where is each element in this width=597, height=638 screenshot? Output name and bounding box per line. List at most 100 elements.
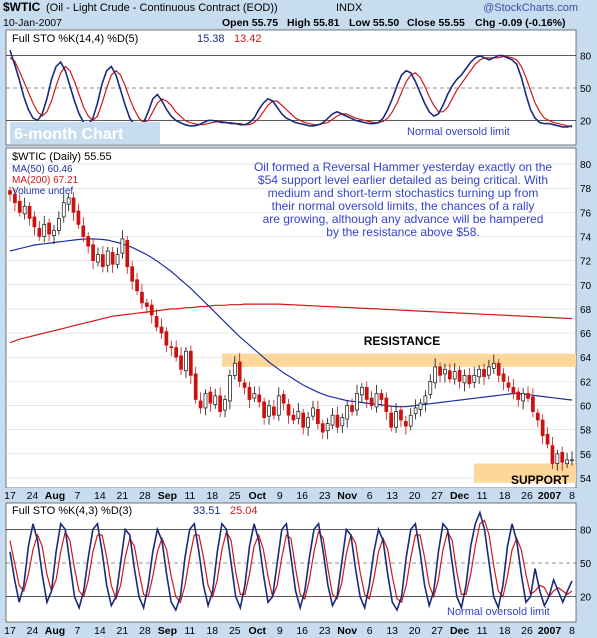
price-candle — [540, 414, 545, 445]
low-value: Low 55.50 — [349, 17, 399, 29]
change-value: Chg -0.09 (-0.16%) — [475, 17, 565, 29]
price-candle — [325, 417, 330, 440]
price-candle — [403, 415, 408, 435]
annotation-line-2: $54 support level earlier detailed as be… — [258, 173, 548, 187]
price-candle — [144, 298, 149, 314]
price-candle — [389, 405, 394, 432]
price-candle — [379, 389, 384, 407]
price-candle — [154, 309, 159, 332]
instrument-title: (Oil - Light Crude - Continuous Contract… — [46, 2, 278, 14]
price-candle — [203, 389, 208, 416]
price-candle — [511, 378, 516, 400]
bottom-stoch-y-ticks: 20 50 80 — [580, 525, 592, 603]
x-tick-label: 24 — [27, 625, 39, 637]
price-candle — [76, 203, 81, 229]
price-candle — [565, 452, 569, 468]
x-tick-label: Nov — [337, 490, 357, 502]
price-candle — [281, 390, 286, 411]
price-candle — [17, 194, 22, 217]
price-candle — [335, 406, 340, 433]
price-candle — [340, 413, 345, 433]
top-oversold-annotation: Normal oversold limit — [407, 126, 510, 138]
y-tick-label: 20 — [580, 593, 592, 604]
price-tick-label: 64 — [580, 353, 592, 364]
x-tick-label: 28 — [139, 625, 151, 637]
price-candle — [52, 224, 56, 245]
price-candle — [66, 193, 71, 212]
price-candle — [496, 359, 501, 383]
price-tick-label: 68 — [580, 305, 592, 316]
price-candle — [110, 246, 115, 273]
price-y-ticks: 54 56 58 60 62 64 66 68 70 72 74 76 78 80 — [580, 160, 592, 485]
price-candle — [384, 392, 389, 421]
price-candle — [330, 408, 335, 430]
y-tick-label: 50 — [580, 559, 592, 570]
price-candle — [550, 437, 555, 470]
price-candle — [71, 192, 76, 221]
x-tick-label: 24 — [27, 490, 39, 502]
price-candle — [516, 387, 521, 407]
x-tick-label: 6 — [367, 625, 373, 637]
exchange-label: INDX — [336, 2, 363, 14]
price-candle — [545, 427, 550, 449]
price-candle — [413, 399, 418, 420]
y-tick-label: 80 — [580, 52, 592, 63]
x-tick-label: 26 — [521, 490, 533, 502]
price-candle — [350, 398, 354, 416]
price-candle — [399, 405, 403, 428]
x-tick-label: Oct — [249, 490, 267, 502]
price-tick-label: 54 — [580, 474, 592, 485]
price-candle — [418, 398, 423, 417]
price-candle — [472, 366, 477, 389]
price-candle — [159, 318, 164, 339]
x-tick-label: Sep — [158, 625, 177, 637]
x-axis-strip — [0, 623, 597, 637]
price-candle — [487, 359, 491, 380]
price-candle — [433, 358, 438, 389]
price-candle — [408, 408, 413, 431]
x-tick-label: 8 — [569, 490, 575, 502]
price-candle — [447, 363, 452, 384]
annotation-line-6: by the resistance above $58. — [326, 225, 479, 239]
price-candle — [394, 402, 398, 433]
x-tick-label: 23 — [319, 490, 331, 502]
top-stoch-legend-k-value: 15.38 — [197, 33, 225, 45]
x-tick-label: 9 — [277, 625, 283, 637]
moving-averages — [9, 238, 573, 408]
price-candle — [535, 408, 540, 428]
x-tick-label: 7 — [74, 490, 80, 502]
x-tick-label: 11 — [477, 625, 488, 637]
price-tick-label: 60 — [580, 402, 592, 413]
y-tick-label: 80 — [580, 525, 592, 536]
ma50-line — [9, 238, 573, 408]
price-candle — [296, 402, 301, 425]
ticker-label: $WTIC — [3, 0, 41, 14]
price-candle — [193, 366, 198, 404]
price-candle — [237, 353, 242, 388]
x-tick-label: 7 — [74, 625, 80, 637]
ma50-legend: MA(50) 60.46 — [12, 164, 73, 175]
close-value: Close 55.55 — [407, 17, 465, 29]
price-candle — [91, 239, 95, 270]
x-tick-label: 2007 — [538, 625, 562, 637]
price-candle — [506, 375, 511, 392]
annotation-line-5: are growing, although any advance will b… — [263, 212, 544, 226]
price-candle — [526, 386, 530, 403]
price-candle — [37, 221, 42, 241]
price-candle — [135, 272, 139, 296]
price-candle — [169, 340, 174, 357]
top-stoch-legend-d-value: 13.42 — [234, 33, 262, 45]
x-tick-label: Sep — [158, 490, 177, 502]
x-tick-label: 27 — [431, 490, 443, 502]
price-candle — [8, 186, 12, 202]
price-tick-label: 78 — [580, 184, 592, 195]
price-candle — [423, 390, 428, 412]
x-tick-label: 6 — [367, 490, 373, 502]
price-candle — [242, 378, 247, 395]
annotation-line-3: medium and short-term stochastics turnin… — [268, 186, 539, 200]
price-candle — [359, 383, 364, 403]
ma200-legend: MA(200) 67.21 — [12, 175, 79, 186]
x-tick-label: 9 — [277, 490, 283, 502]
bottom-x-axis: 17 24 Aug 7 14 21 28 Sep 11 18 25 Oct 9 16 23 Nov 6 13 20 2… — [0, 623, 597, 637]
